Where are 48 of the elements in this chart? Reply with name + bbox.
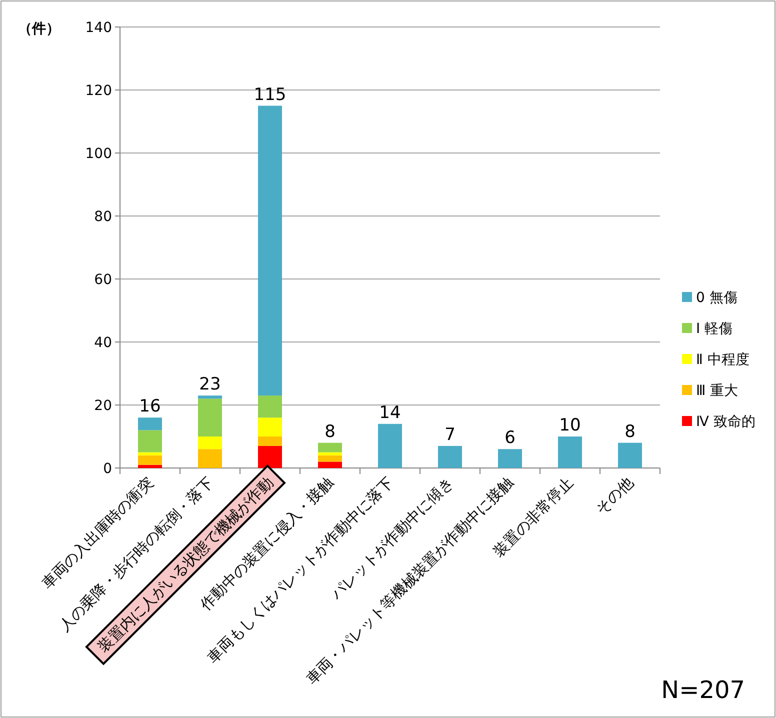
- bar: [258, 446, 282, 468]
- bar: [198, 436, 222, 450]
- legend-label: Ⅰ 軽傷: [696, 321, 733, 337]
- bar: [198, 396, 222, 399]
- total-label: 8: [624, 422, 636, 442]
- bar: [258, 436, 282, 446]
- total-label: 10: [559, 416, 581, 436]
- total-label: 8: [324, 422, 336, 442]
- bar: [318, 455, 342, 462]
- bar: [558, 436, 582, 468]
- y-tick-label: 140: [85, 20, 112, 36]
- bar: [138, 464, 162, 468]
- total-label: 23: [199, 374, 221, 395]
- bar: [618, 442, 642, 468]
- text: N=207: [661, 676, 745, 704]
- bar: [258, 418, 282, 436]
- legend-label: Ⅱ 中程度: [696, 352, 750, 368]
- y-tick-label: 100: [85, 146, 112, 162]
- y-tick-label: 80: [94, 209, 112, 225]
- bar: [138, 452, 162, 456]
- bar: [318, 462, 342, 468]
- total-label: 16: [139, 396, 161, 417]
- bar: [258, 106, 282, 396]
- y-tick-label: 0: [103, 461, 112, 477]
- bar: [138, 418, 162, 430]
- y-tick-label: 40: [94, 335, 112, 351]
- bar: [498, 449, 522, 468]
- y-tick-label: 20: [94, 398, 112, 414]
- y-axis-title: （件）: [18, 21, 60, 37]
- legend-label: 0 無傷: [696, 290, 738, 306]
- y-tick-label: 60: [94, 272, 112, 288]
- bar: [258, 396, 282, 418]
- legend-label: Ⅳ 致命的: [696, 414, 756, 430]
- bar: [138, 430, 162, 452]
- total-label: 6: [504, 428, 516, 448]
- bar: [438, 446, 462, 468]
- y-tick-label: 120: [85, 83, 112, 99]
- total-label: 7: [444, 424, 456, 445]
- total-label: 14: [379, 402, 401, 423]
- bar: [198, 398, 222, 436]
- bar: [318, 452, 342, 456]
- bar: [198, 449, 222, 468]
- x-tick-label: その他: [592, 474, 637, 518]
- bar: [378, 424, 402, 468]
- legend-label: Ⅲ 重大: [696, 383, 738, 399]
- bar: [318, 442, 342, 452]
- total-label: 115: [254, 84, 286, 105]
- bar: [138, 455, 162, 465]
